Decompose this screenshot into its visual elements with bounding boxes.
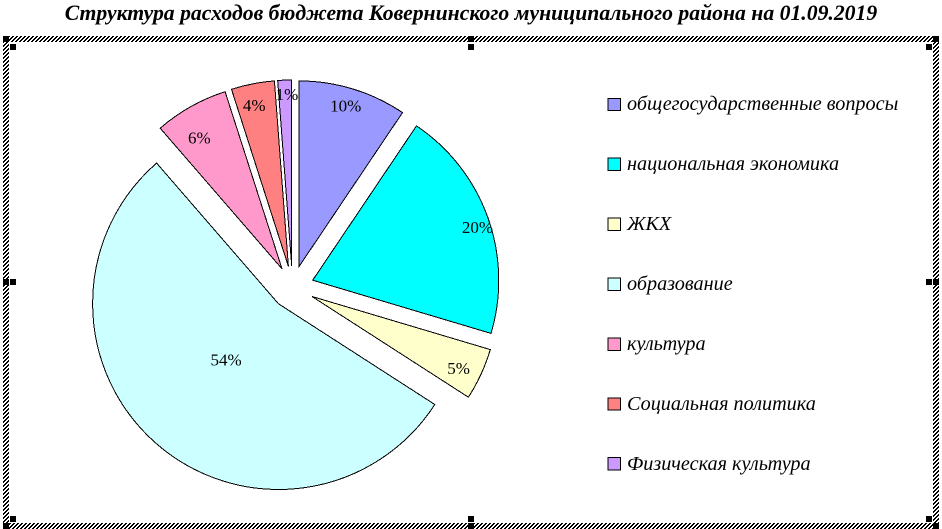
svg-text:образование: образование: [627, 273, 733, 295]
svg-text:Физическая культура: Физическая культура: [627, 453, 811, 475]
svg-text:54%: 54%: [211, 351, 242, 370]
svg-text:20%: 20%: [462, 218, 493, 237]
svg-text:национальная экономика: национальная экономика: [627, 153, 839, 175]
svg-text:ЖКХ: ЖКХ: [626, 213, 672, 235]
svg-text:культура: культура: [627, 333, 706, 355]
svg-text:Структура расходов бюджета Ков: Структура расходов бюджета Ковернинского…: [65, 1, 878, 25]
svg-text:1%: 1%: [276, 85, 299, 104]
svg-text:6%: 6%: [188, 129, 211, 148]
svg-text:4%: 4%: [243, 96, 266, 115]
svg-text:Социальная политика: Социальная политика: [627, 393, 816, 415]
svg-text:10%: 10%: [330, 97, 361, 116]
svg-text:5%: 5%: [447, 359, 470, 378]
svg-text:общегосударственные вопросы: общегосударственные вопросы: [627, 93, 898, 115]
